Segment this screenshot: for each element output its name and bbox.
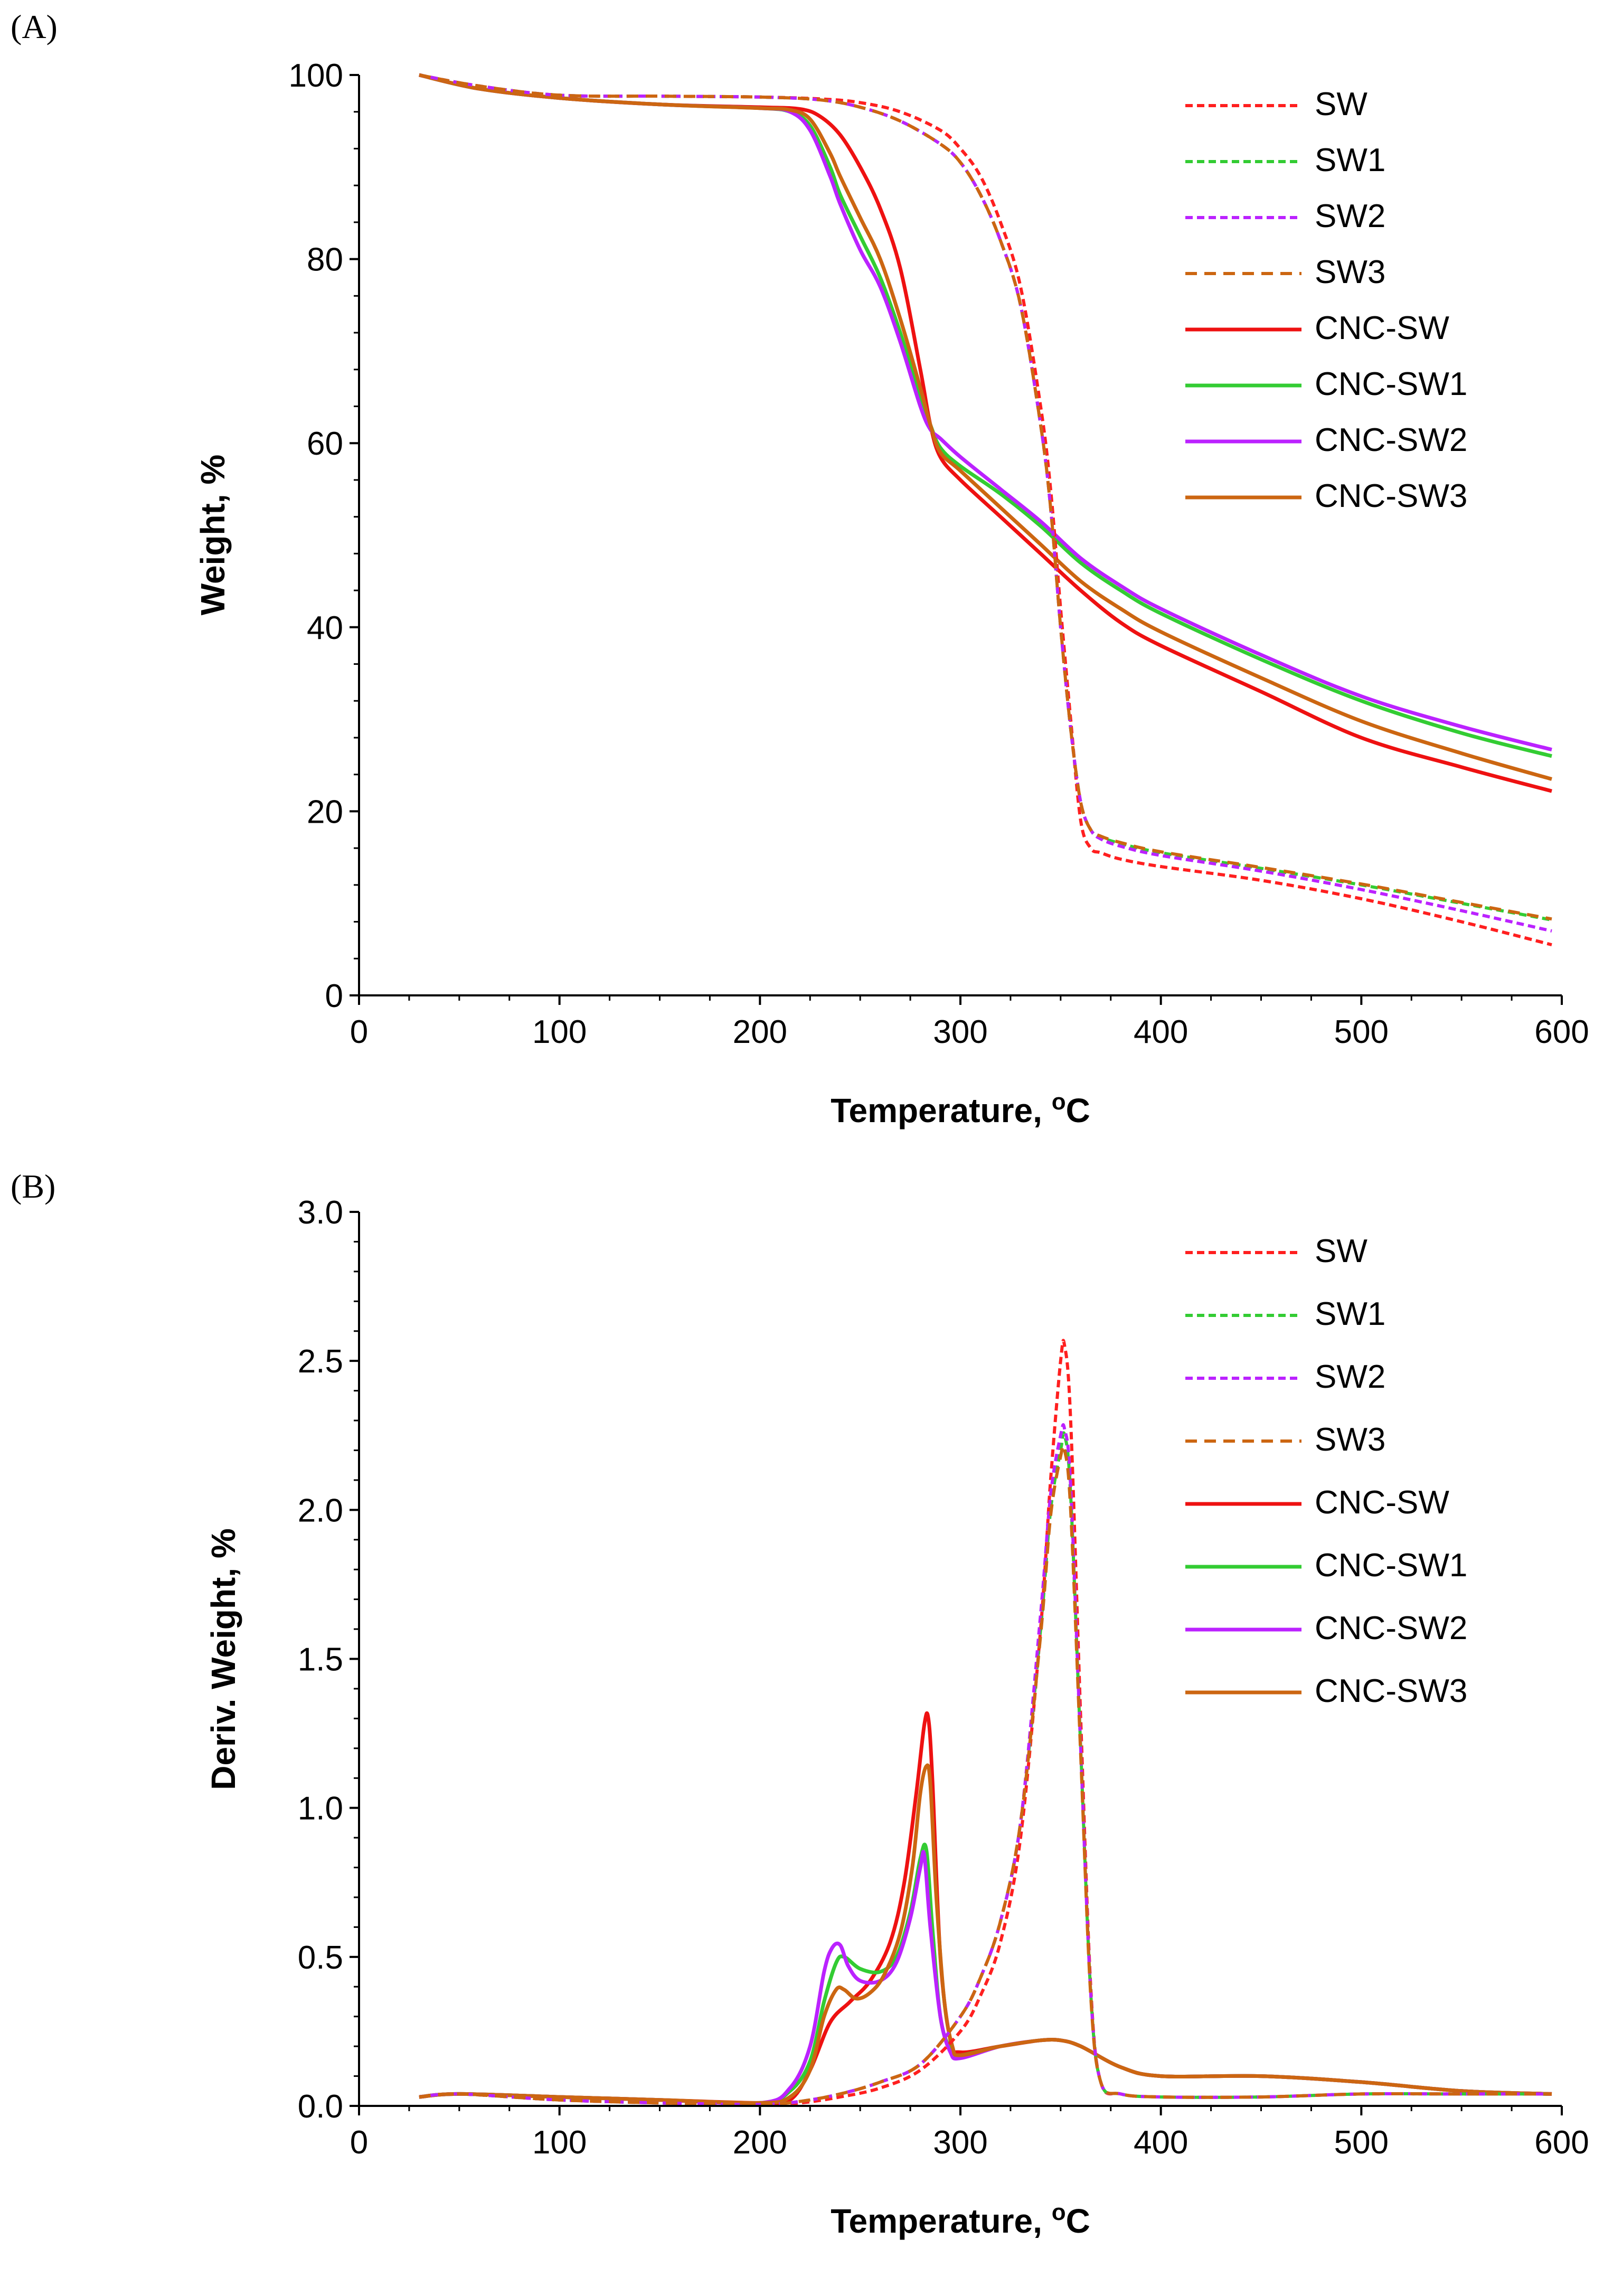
- panel-b-series-cnc-sw: [419, 1711, 1552, 2105]
- panel-a-legend: SW SW1 SW2 SW3 CNC-SW CNC-SW1 CNC-SW2 CNC-SW3: [1185, 86, 1467, 514]
- panel-a-x-tick-label: 500: [1334, 1014, 1389, 1050]
- panel-a-y-axis-title: Weight, %: [194, 455, 232, 616]
- panel-b-x-tick-label: 500: [1334, 2124, 1389, 2161]
- panel-a-y-tick-label: 60: [307, 426, 343, 462]
- panel-a-y-tick-label: 0: [325, 978, 343, 1014]
- panel-a-y-tick-label: 100: [289, 58, 343, 94]
- panel-b-x-tick-label: 400: [1134, 2124, 1188, 2161]
- panel-a-y-tick-label: 80: [307, 242, 343, 278]
- panel-b-x-tick-label: 100: [532, 2124, 587, 2161]
- panel-a-ticks: 0 100 200 300 400 500 600 0 20 40 60 80 100: [289, 58, 1589, 1050]
- panel-b-chart: (B) 0 100 200 300 400 500 600 0.0 0.5 1.0 1.5 2.0 2.…: [11, 1168, 1589, 2240]
- panel-a-chart: (A) 0 100 200 300 400 500 600 0 20 40 60 80 100 Temp…: [11, 8, 1589, 1130]
- panel-b-series-sw2: [419, 1423, 1552, 2106]
- panel-b-y-tick-label: 3.0: [298, 1194, 343, 1231]
- panel-b-x-tick-label: 0: [350, 2124, 368, 2161]
- panel-b-y-tick-label: 2.0: [298, 1492, 343, 1529]
- panel-b-y-axis-title: Deriv. Weight, %: [204, 1528, 242, 1790]
- legend-label-cnc-sw2: CNC-SW2: [1315, 1610, 1467, 1646]
- legend-label-cnc-sw3: CNC-SW3: [1315, 1673, 1467, 1709]
- panel-b-x-tick-label: 300: [933, 2124, 987, 2161]
- legend-label-sw1: SW1: [1315, 142, 1385, 178]
- panel-b-series: [419, 1339, 1552, 2106]
- panel-a-xlabel-text: Temperature,: [831, 1091, 1052, 1130]
- panel-b-xlabel-text: Temperature,: [831, 2202, 1052, 2240]
- panel-a-series-sw3: [419, 73, 1552, 921]
- panel-b-series-sw3: [419, 1444, 1552, 2106]
- panel-a-series: [419, 73, 1552, 947]
- legend-label-cnc-sw1: CNC-SW1: [1315, 366, 1467, 402]
- panel-a-series-cnc-sw3: [419, 73, 1552, 781]
- legend-label-sw: SW: [1315, 1233, 1367, 1269]
- panel-a-x-tick-label: 600: [1534, 1014, 1589, 1050]
- panel-a-x-tick-label: 400: [1134, 1014, 1188, 1050]
- legend-label-sw2: SW2: [1315, 1359, 1385, 1395]
- panel-b-xlabel-sup: o: [1052, 2199, 1066, 2225]
- panel-b-ticks: 0 100 200 300 400 500 600 0.0 0.5 1.0 1.5 2.0 2.5 3.0: [298, 1194, 1589, 2161]
- panel-a-x-tick-label: 0: [350, 1014, 368, 1050]
- panel-a-xlabel-unit: C: [1066, 1091, 1090, 1130]
- panel-a-x-tick-label: 300: [933, 1014, 987, 1050]
- legend-label-cnc-sw: CNC-SW: [1315, 310, 1449, 346]
- panel-b-y-tick-label: 0.0: [298, 2088, 343, 2125]
- panel-b-x-axis-title: Temperature, oC: [831, 2199, 1090, 2240]
- panel-b-series-cnc-sw2: [419, 1850, 1552, 2105]
- legend-label-sw: SW: [1315, 86, 1367, 123]
- panel-b-y-tick-label: 2.5: [298, 1343, 343, 1380]
- panel-b-y-tick-label: 1.5: [298, 1642, 343, 1678]
- legend-label-sw3: SW3: [1315, 254, 1385, 290]
- legend-label-sw1: SW1: [1315, 1296, 1385, 1332]
- panel-b-y-tick-label: 1.0: [298, 1791, 343, 1827]
- panel-b-label: (B): [11, 1168, 55, 1205]
- panel-b-x-tick-label: 600: [1534, 2124, 1589, 2161]
- panel-b-series-cnc-sw3: [419, 1763, 1552, 2105]
- panel-b-y-tick-label: 0.5: [298, 1940, 343, 1976]
- panel-b-xlabel-unit: C: [1066, 2202, 1090, 2240]
- panel-a-x-axis-title: Temperature, oC: [831, 1089, 1090, 1130]
- panel-a-y-tick-label: 40: [307, 610, 343, 646]
- legend-label-cnc-sw3: CNC-SW3: [1315, 478, 1467, 514]
- legend-label-sw3: SW3: [1315, 1422, 1385, 1458]
- legend-label-cnc-sw2: CNC-SW2: [1315, 422, 1467, 458]
- panel-b-series-sw1: [419, 1431, 1552, 2106]
- legend-label-cnc-sw1: CNC-SW1: [1315, 1547, 1467, 1584]
- legend-label-cnc-sw: CNC-SW: [1315, 1484, 1449, 1521]
- panel-a-x-tick-label: 100: [532, 1014, 587, 1050]
- panel-b-legend: SW SW1 SW2 SW3 CNC-SW CNC-SW1 CNC-SW2 CNC-SW3: [1185, 1233, 1467, 1709]
- panel-a-y-tick-label: 20: [307, 794, 343, 830]
- panel-a-x-tick-label: 200: [733, 1014, 787, 1050]
- panel-b-x-tick-label: 200: [733, 2124, 787, 2161]
- legend-label-sw2: SW2: [1315, 198, 1385, 234]
- panel-a-xlabel-sup: o: [1052, 1089, 1066, 1115]
- panel-b-series-cnc-sw1: [419, 1842, 1552, 2105]
- panel-a-label: (A): [11, 8, 58, 45]
